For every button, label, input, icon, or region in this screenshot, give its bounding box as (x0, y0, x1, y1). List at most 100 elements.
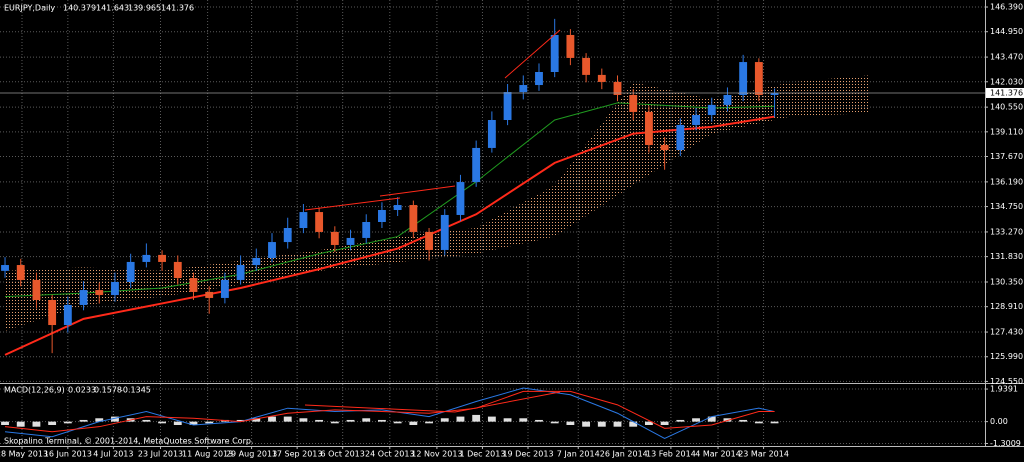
x-tick-label: 4 Jul 2013 (93, 450, 133, 459)
macd-bar (189, 421, 198, 425)
candle-body (440, 214, 449, 250)
macd-bar (739, 419, 748, 422)
ichimoku-cloud (5, 75, 869, 331)
candle-body (582, 57, 591, 75)
y-tick-label: 137.670 (990, 152, 1023, 161)
candle-body (63, 304, 72, 326)
chart-title: EURJPY,Daily (4, 4, 55, 13)
macd-bar (346, 419, 355, 422)
macd-bar (440, 418, 449, 422)
x-tick-label: 26 Jan 2014 (600, 450, 648, 459)
candle-body (16, 265, 25, 280)
macd-bar (32, 421, 41, 427)
macd-bar (268, 416, 276, 422)
macd-bar (644, 421, 653, 425)
candle-body (644, 111, 653, 146)
macd-bar (472, 414, 481, 422)
macd-bar (535, 419, 543, 422)
macd-bar (362, 418, 371, 422)
macd-bar (676, 419, 685, 422)
x-tick-label: 24 Oct 2013 (365, 450, 414, 459)
trendline (504, 29, 561, 79)
macd-bar (315, 419, 324, 422)
macd-bar (378, 419, 386, 422)
macd-bar (566, 421, 575, 425)
candle-body (409, 205, 418, 232)
macd-bar (63, 421, 72, 424)
macd-bar (409, 421, 418, 425)
current-price-box (986, 87, 1024, 98)
candle-body (1, 265, 9, 271)
candle-body (330, 231, 339, 245)
x-tick-label: 16 Jun 2013 (44, 450, 92, 459)
x-tick-label: 6 Oct 2013 (320, 450, 364, 459)
macd-bar (283, 416, 292, 422)
trendline (304, 197, 401, 211)
x-tick-label: 17 Sep 2013 (272, 450, 323, 459)
ohlc-close: 141.376 (161, 4, 194, 13)
macd-bar (95, 418, 104, 422)
candle-body (220, 279, 229, 298)
y-tick-label: 134.750 (990, 202, 1023, 211)
candle-body (205, 291, 214, 298)
ohlc-open: 140.379 (63, 4, 96, 13)
y-tick-label: 0.00 (990, 417, 1008, 426)
x-tick-label: 12 Nov 2013 (411, 450, 462, 459)
candle-body (126, 261, 135, 282)
candle-body (378, 210, 386, 222)
y-tick-label: 124.550 (990, 377, 1023, 386)
candle-body (299, 212, 308, 228)
x-tick-label: 29 Aug 2013 (226, 450, 277, 459)
candle-body (754, 62, 763, 95)
candle-body (707, 104, 716, 116)
candle-body (173, 261, 182, 279)
candle-body (472, 147, 481, 183)
candle-body (660, 145, 669, 150)
candle-body (252, 258, 261, 266)
candle-body (535, 72, 543, 86)
moving-average (4, 115, 775, 356)
macd-value: 0.0233 (68, 386, 96, 395)
candle-body (268, 242, 276, 258)
candle-body (425, 231, 433, 250)
candle-body (519, 85, 528, 93)
macd-bar (111, 416, 119, 422)
candle-body (676, 124, 685, 150)
macd-bar (707, 416, 716, 422)
candle-body (362, 222, 371, 238)
candle-body (770, 92, 779, 95)
candle-body (723, 94, 732, 105)
y-tick-label: 139.110 (990, 127, 1023, 136)
y-tick-label: 1.9391 (990, 385, 1018, 394)
macd-bar (173, 421, 182, 425)
macd-bar (487, 416, 496, 422)
macd-bar (16, 421, 25, 427)
macd-bar (754, 421, 763, 424)
macd-line (4, 390, 775, 433)
candle-body (692, 115, 700, 125)
moving-average (5, 102, 775, 298)
macd-bar (456, 416, 465, 422)
y-tick-label: 128.910 (990, 302, 1023, 311)
candle-body (236, 265, 245, 280)
macd-bar (79, 419, 88, 422)
candle-body (315, 212, 324, 232)
candle-body (566, 34, 575, 58)
candle-body (393, 205, 402, 210)
candle-body (158, 254, 166, 262)
macd-bar (299, 418, 308, 422)
price-pane (0, 0, 985, 384)
y-tick-label: 127.430 (990, 328, 1023, 337)
macd-bar (142, 419, 151, 422)
macd-bar (770, 421, 779, 424)
y-tick-label: 131.830 (990, 252, 1023, 261)
candle-body (189, 278, 198, 292)
candle-body (550, 34, 559, 72)
x-tick-label: 4 Mar 2014 (695, 450, 741, 459)
y-tick-label: -1.3009 (990, 439, 1021, 448)
candle-body (597, 74, 606, 82)
macd-bar (597, 421, 606, 427)
macd-bar (550, 421, 559, 424)
candle-body (629, 94, 638, 112)
